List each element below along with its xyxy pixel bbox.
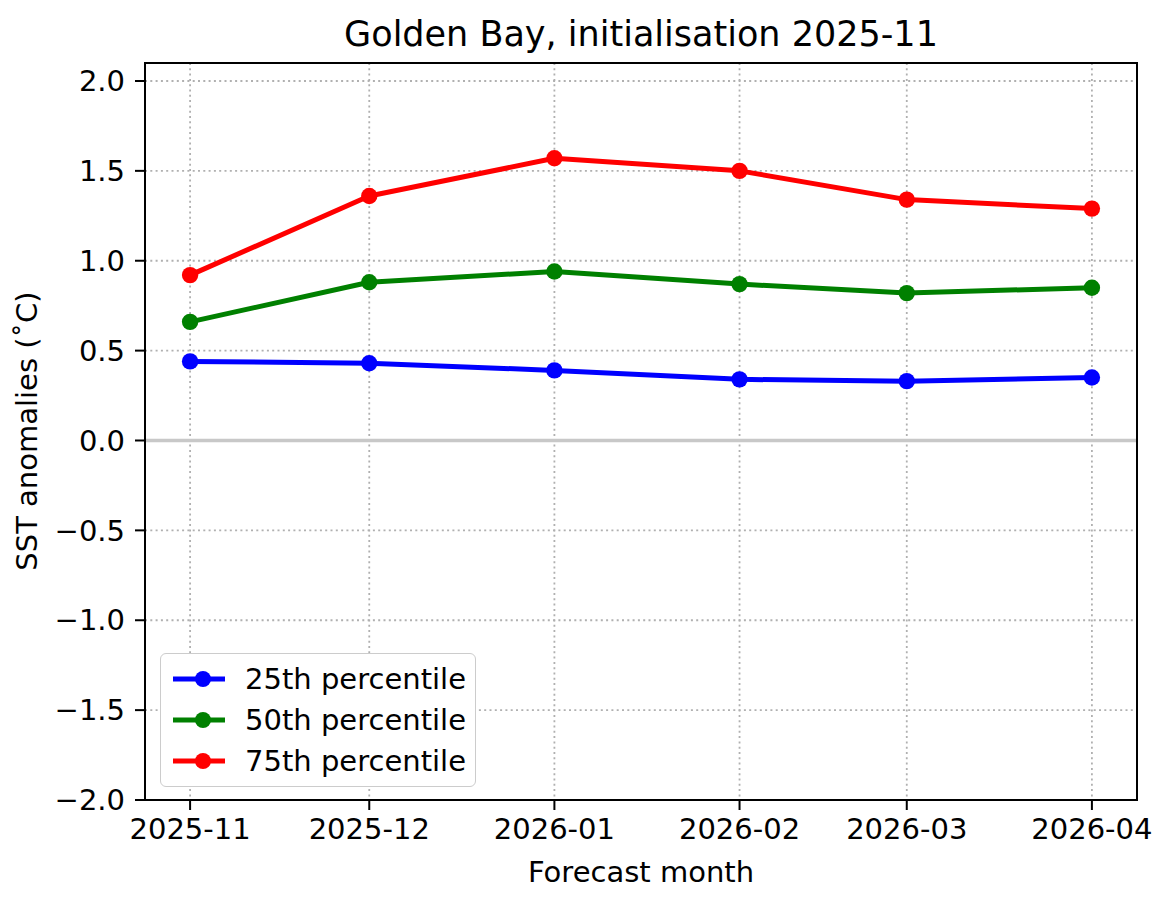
y-tick-label: 1.5: [79, 154, 125, 188]
series-line-75th-percentile: [190, 158, 1092, 275]
y-tick-label: −2.0: [55, 783, 125, 817]
y-axis-label: SST anomalies (˚C): [10, 291, 44, 570]
legend-marker: [195, 671, 211, 687]
legend-sample-25th-percentile: [170, 669, 225, 689]
data-point-75th-percentile-2025-11: [182, 267, 198, 283]
legend: 25th percentile 50th percentile 75th perce…: [160, 653, 476, 787]
legend-item-50th-percentile: 50th percentile: [170, 700, 466, 740]
series-line-25th-percentile: [190, 361, 1092, 381]
y-tick-label: −0.5: [55, 514, 125, 548]
y-tick-label: 0.0: [79, 424, 125, 458]
y-tick-label: 2.0: [79, 64, 125, 98]
chart-figure: −2.0 −1.5 −1.0 −0.5 0.0 0.5 1.0 1.5 2.0 2025-11 20…: [0, 0, 1171, 908]
y-tick-label: −1.5: [55, 693, 125, 727]
data-point-75th-percentile-2026-02: [731, 163, 747, 179]
legend-marker: [195, 753, 211, 769]
series-layer: [182, 150, 1100, 389]
legend-sample-50th-percentile: [170, 710, 225, 730]
legend-marker: [195, 712, 211, 728]
series-50th-percentile: [182, 263, 1100, 330]
data-point-75th-percentile-2026-01: [546, 150, 562, 166]
data-point-75th-percentile-2026-04: [1084, 200, 1100, 216]
data-point-25th-percentile-2025-12: [361, 355, 377, 371]
y-tick-label: −1.0: [55, 603, 125, 637]
y-tick-label: 0.5: [79, 334, 125, 368]
series-25th-percentile: [182, 353, 1100, 389]
data-point-25th-percentile-2025-11: [182, 353, 198, 369]
data-point-25th-percentile-2026-01: [546, 362, 562, 378]
legend-label: 50th percentile: [245, 703, 466, 737]
data-point-25th-percentile-2026-04: [1084, 369, 1100, 385]
legend-label: 75th percentile: [245, 744, 466, 778]
data-point-50th-percentile-2026-02: [731, 276, 747, 292]
x-tick-label: 2026-01: [494, 812, 615, 846]
x-axis-label: Forecast month: [528, 855, 754, 889]
legend-item-75th-percentile: 75th percentile: [170, 741, 466, 781]
data-point-50th-percentile-2025-12: [361, 274, 377, 290]
chart-title: Golden Bay, initialisation 2025-11: [344, 14, 938, 54]
legend-label: 25th percentile: [245, 662, 466, 696]
data-point-50th-percentile-2025-11: [182, 314, 198, 330]
x-tick-label: 2025-12: [309, 812, 430, 846]
x-tick-label: 2025-11: [130, 812, 251, 846]
y-tick-label: 1.0: [79, 244, 125, 278]
data-point-50th-percentile-2026-01: [546, 263, 562, 279]
data-point-75th-percentile-2026-03: [899, 191, 915, 207]
data-point-75th-percentile-2025-12: [361, 188, 377, 204]
data-point-25th-percentile-2026-02: [731, 371, 747, 387]
x-tick-label: 2026-04: [1031, 812, 1152, 846]
x-tick-label: 2026-02: [679, 812, 800, 846]
series-line-50th-percentile: [190, 272, 1092, 322]
data-point-50th-percentile-2026-03: [899, 285, 915, 301]
legend-item-25th-percentile: 25th percentile: [170, 659, 466, 699]
x-tick-label: 2026-03: [846, 812, 967, 846]
data-point-50th-percentile-2026-04: [1084, 279, 1100, 295]
legend-sample-75th-percentile: [170, 751, 225, 771]
data-point-25th-percentile-2026-03: [899, 373, 915, 389]
